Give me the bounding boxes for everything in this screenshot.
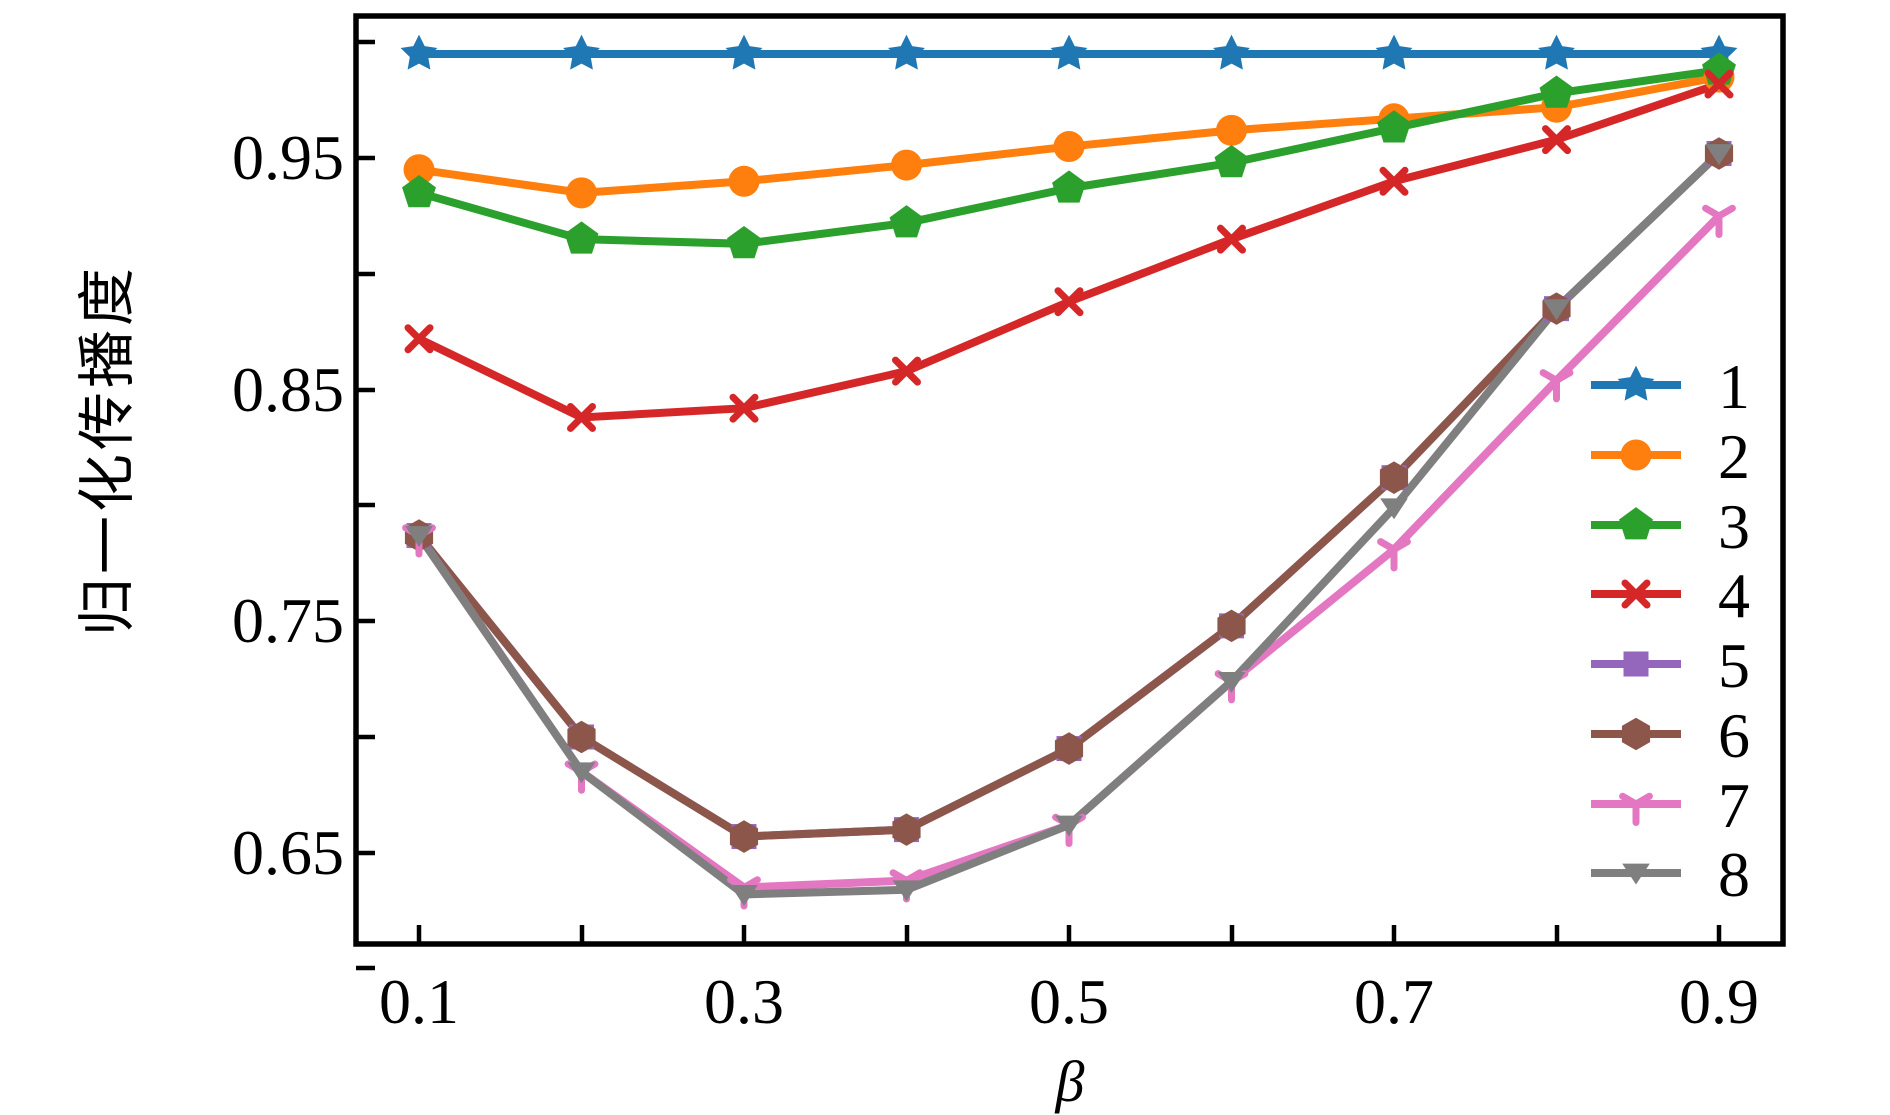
svg-text:6: 6 — [1718, 700, 1750, 771]
svg-text:8: 8 — [1718, 839, 1750, 910]
svg-text:1: 1 — [1718, 351, 1750, 422]
svg-text:7: 7 — [1718, 770, 1750, 841]
svg-text:2: 2 — [1718, 421, 1750, 492]
svg-text:5: 5 — [1718, 630, 1750, 701]
svg-text:3: 3 — [1718, 491, 1750, 562]
svg-text:4: 4 — [1718, 560, 1750, 631]
